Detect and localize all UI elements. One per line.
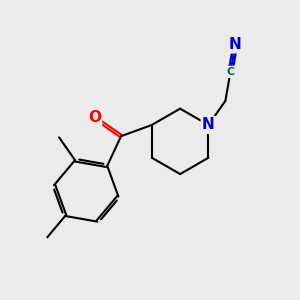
Text: N: N: [202, 118, 215, 133]
Text: N: N: [229, 37, 242, 52]
Text: O: O: [88, 110, 101, 125]
Text: C: C: [226, 67, 235, 77]
